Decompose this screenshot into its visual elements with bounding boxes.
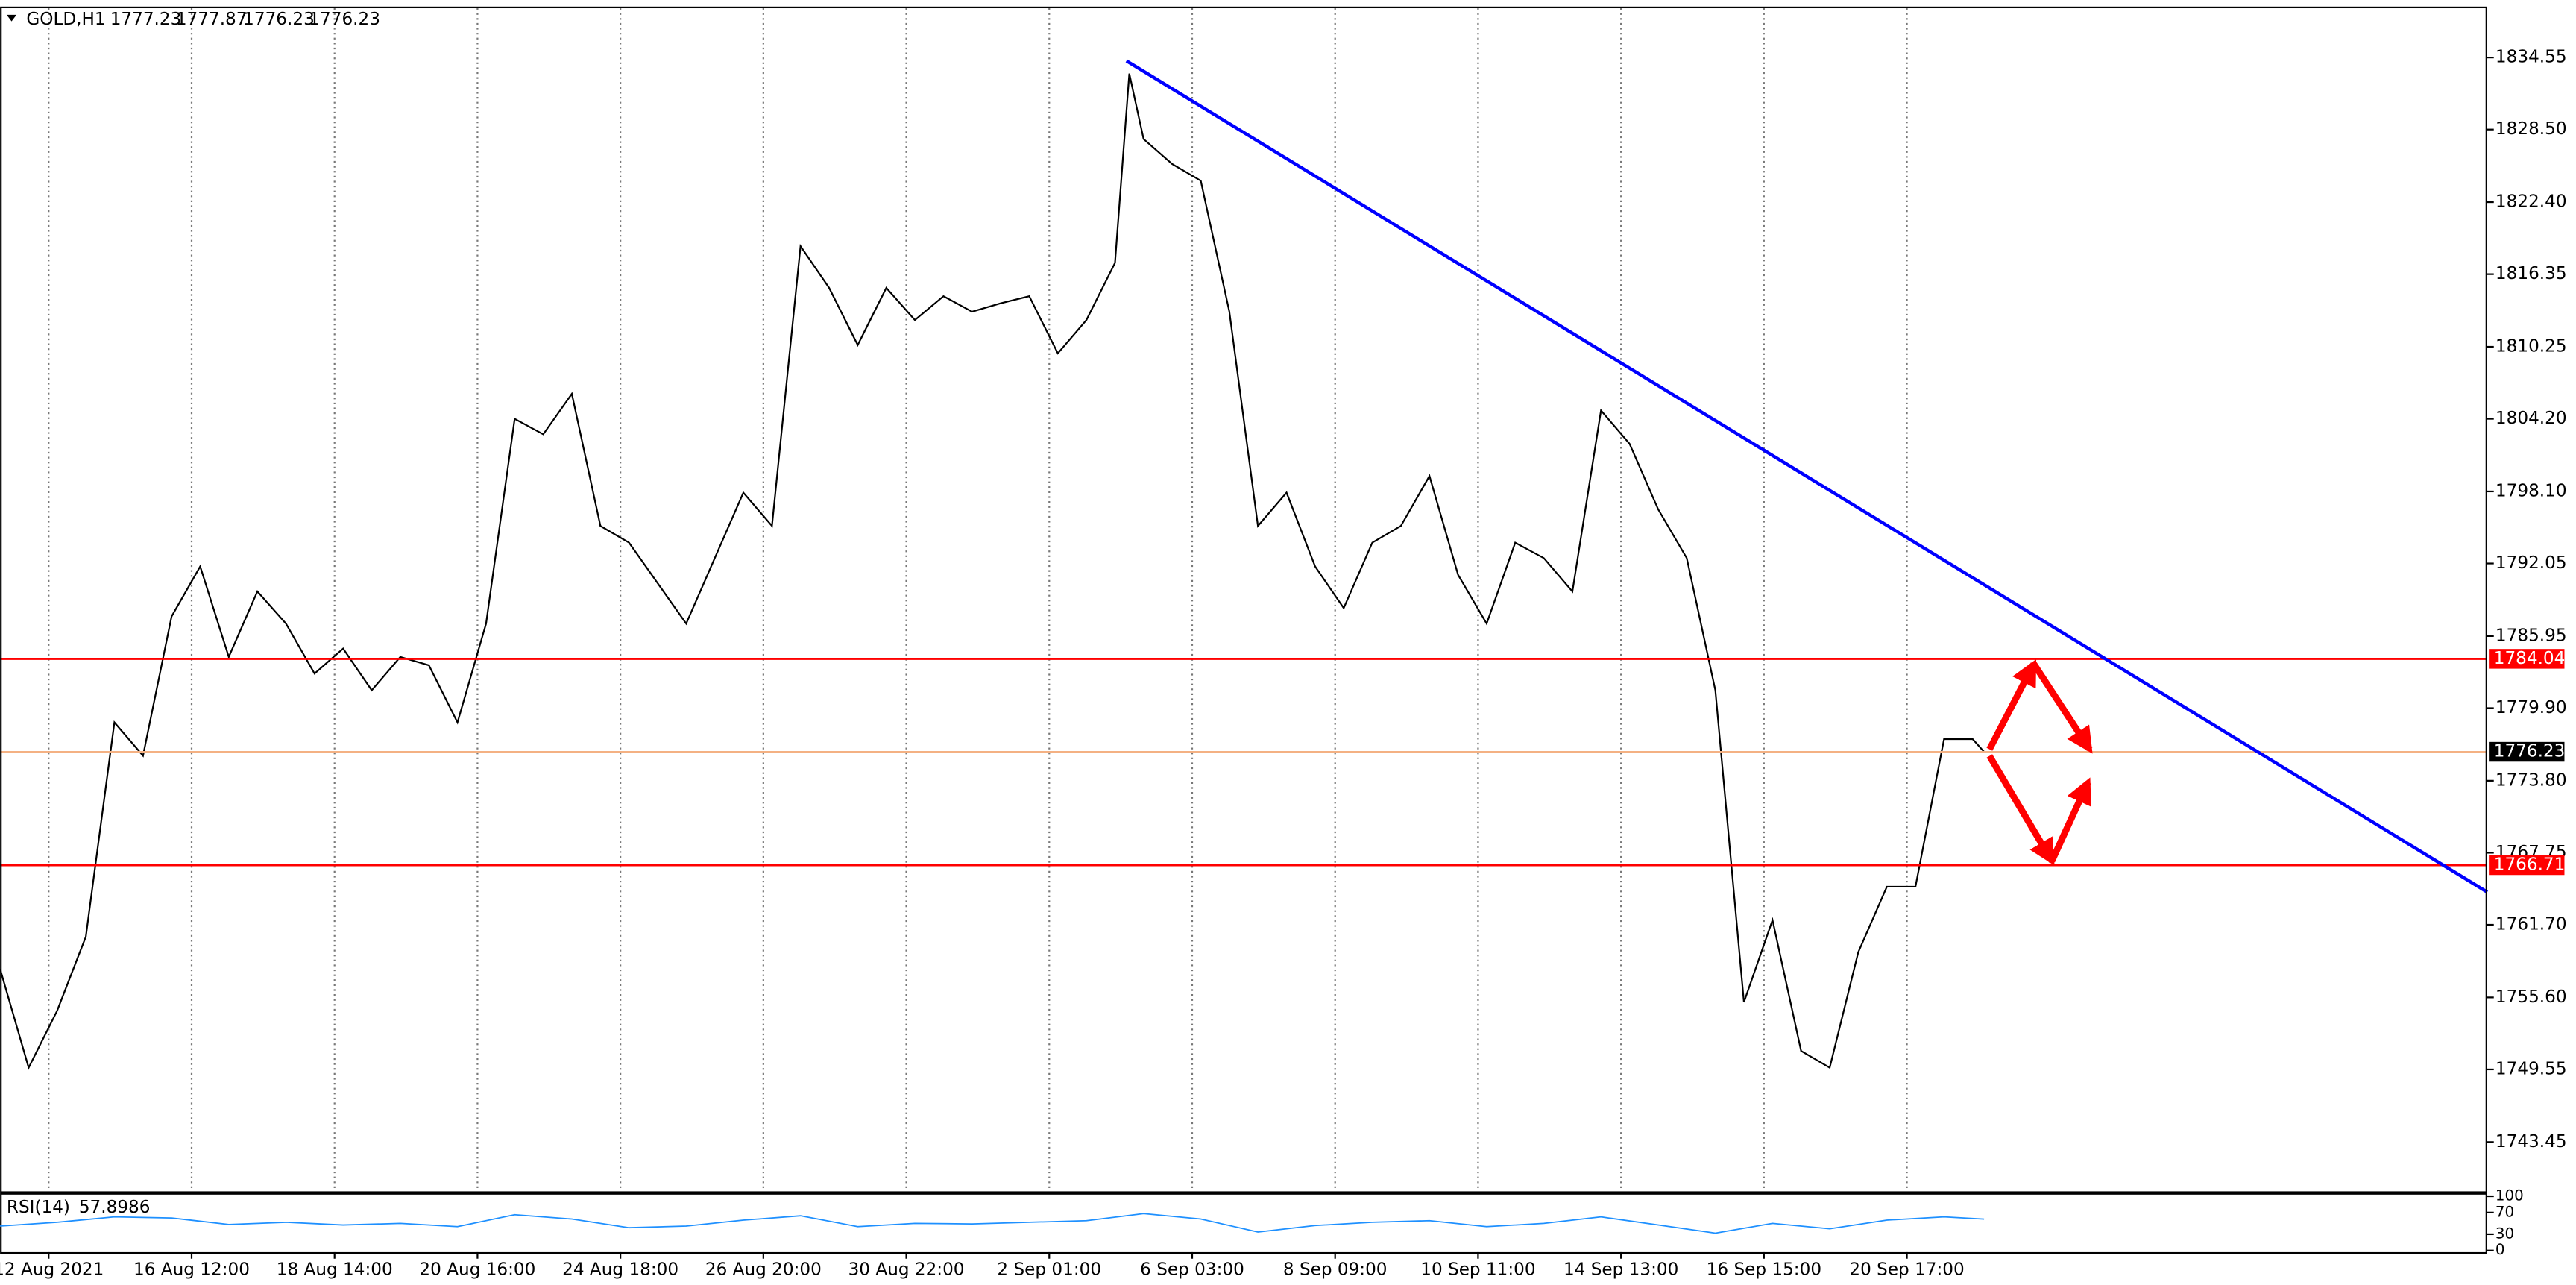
menu-icon[interactable] (6, 14, 17, 22)
symbol: GOLD,H1 (26, 10, 105, 29)
x-tick-label: 20 Sep 17:00 (1849, 1260, 1964, 1280)
y-tick-label: 1816.35 (2495, 264, 2567, 283)
forecast-arrows (1986, 659, 2093, 866)
x-tick-label: 2 Sep 01:00 (997, 1260, 1101, 1280)
rsi-line (0, 1213, 1985, 1234)
ohlc-close: 1776.23 (309, 10, 380, 29)
rsi-value: 57.8986 (79, 1198, 151, 1217)
x-tick-label: 6 Sep 03:00 (1140, 1260, 1244, 1280)
arrow (1986, 659, 2037, 751)
level-tag (2489, 649, 2565, 669)
level-label: 1784.04 (2494, 649, 2566, 668)
x-tick-label: 14 Sep 13:00 (1563, 1260, 1678, 1280)
y-tick-label: 1828.50 (2495, 119, 2567, 139)
x-tick-label: 18 Aug 14:00 (277, 1260, 393, 1280)
last-price-tag (2489, 741, 2565, 762)
trendline (1125, 59, 2489, 893)
y-tick-label: 1822.40 (2495, 192, 2567, 212)
ohlc-low: 1776.23 (243, 10, 315, 29)
y-tick-label: 1834.55 (2495, 48, 2567, 67)
rsi-tick-label: 70 (2495, 1203, 2514, 1220)
y-tick-label: 1785.95 (2495, 626, 2567, 645)
x-tick-label: 16 Sep 15:00 (1707, 1260, 1821, 1280)
x-tick-label: 26 Aug 20:00 (705, 1260, 822, 1280)
arrow (2031, 662, 2093, 754)
y-tick-label: 1743.45 (2495, 1132, 2567, 1152)
y-tick-label: 1779.90 (2495, 698, 2567, 717)
rsi-tick-label: 100 (2495, 1187, 2524, 1204)
arrow (2049, 777, 2091, 863)
y-tick-label: 1804.20 (2495, 409, 2567, 428)
rsi-frame (0, 1193, 2487, 1254)
x-tick-label: 16 Aug 12:00 (133, 1260, 250, 1280)
marks (0, 59, 2489, 1070)
y-tick-label: 1761.70 (2495, 915, 2567, 934)
price-line (0, 73, 1985, 1070)
y-tick-label: 1792.05 (2495, 553, 2567, 573)
arrow (1986, 754, 2055, 866)
x-tick-label: 30 Aug 22:00 (848, 1260, 965, 1280)
rsi-tick-label: 0 (2495, 1241, 2505, 1258)
x-tick-label: 24 Aug 18:00 (562, 1260, 678, 1280)
rsi-label: RSI(14) (7, 1198, 70, 1217)
y-tick-label: 1810.25 (2495, 337, 2567, 356)
y-tick-label: 1798.10 (2495, 481, 2567, 500)
plot-frame (0, 6, 2487, 1193)
ohlc-high: 1777.87 (176, 10, 248, 29)
x-tick-label: 20 Aug 16:00 (419, 1260, 535, 1280)
x-tick-label: 8 Sep 09:00 (1283, 1260, 1388, 1280)
last-price-label: 1776.23 (2494, 742, 2566, 761)
level-label: 1766.71 (2494, 855, 2566, 875)
y-tick-label: 1749.55 (2495, 1059, 2567, 1078)
ohlc-open: 1777.23 (110, 10, 182, 29)
x-tick-label: 12 Aug 2021 (0, 1260, 104, 1280)
rsi-tick-label: 30 (2495, 1225, 2514, 1242)
y-tick-label: 1755.60 (2495, 987, 2567, 1007)
level-tag (2489, 855, 2565, 876)
y-tick-label: 1773.80 (2495, 770, 2567, 790)
x-tick-label: 10 Sep 11:00 (1420, 1260, 1535, 1280)
